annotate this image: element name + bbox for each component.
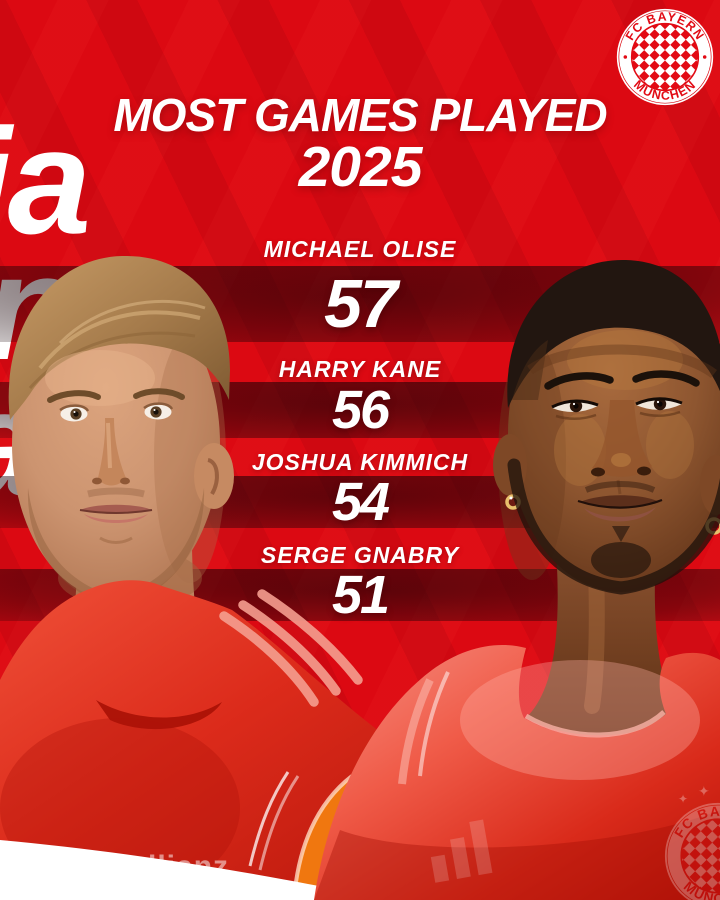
decorative-letters-fragment: ia — [0, 97, 91, 265]
fc-bayern-crest-watermark-icon: FC BAYERN MÜNCHEN — [664, 802, 720, 900]
bottom-white-swoosh — [0, 840, 472, 900]
title-line1: MOST GAMES PLAYED — [113, 89, 607, 141]
player-name-2: HARRY KANE — [278, 356, 442, 382]
title-line2: 2025 — [298, 135, 423, 199]
games-count-3: 54 — [331, 472, 390, 532]
player-name-1: MICHAEL OLISE — [263, 236, 457, 262]
player-name-3: JOSHUA KIMMICH — [251, 449, 469, 475]
adidas-logo — [430, 819, 493, 883]
adidas-stripes — [219, 589, 363, 707]
star-icon: ✦ — [698, 783, 710, 799]
star-icon: ✦ — [678, 792, 689, 806]
fc-bayern-crest-icon: FC BAYERN MÜNCHEN — [616, 8, 714, 106]
games-count-4: 51 — [331, 565, 390, 625]
player-name-4: SERGE GNABRY — [260, 542, 460, 568]
games-count-1: 57 — [324, 266, 398, 342]
player-photo-right-olise — [314, 259, 720, 900]
games-count-2: 56 — [331, 380, 390, 440]
